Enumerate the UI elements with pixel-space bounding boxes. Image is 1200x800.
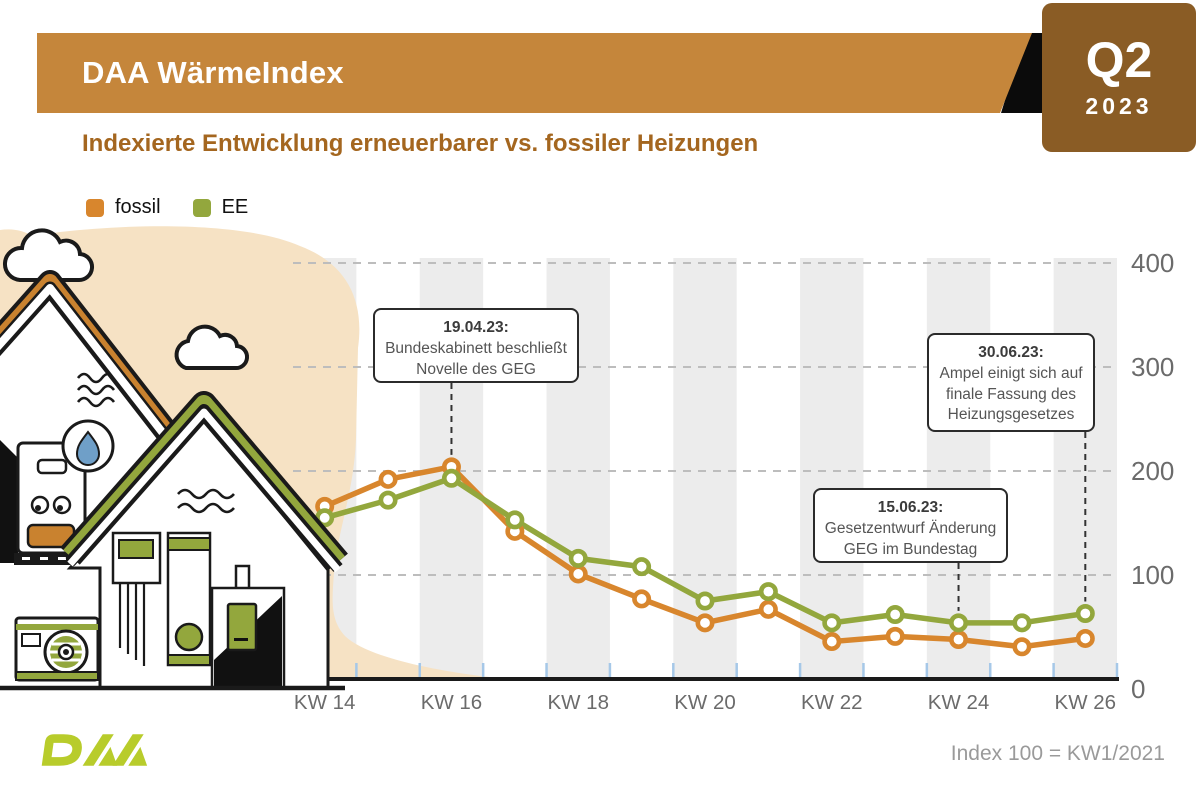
fossil-roof <box>0 270 225 504</box>
y-axis-label: 0 <box>1131 674 1145 704</box>
y-axis-label: 100 <box>1131 560 1174 590</box>
data-point-EE <box>695 591 715 611</box>
ee-swatch-icon <box>192 198 211 217</box>
legend-item-ee: EE <box>192 196 249 219</box>
house-ee-icon <box>60 391 348 690</box>
data-point-EE <box>885 605 905 625</box>
house-fossil-icon <box>0 270 225 690</box>
control-panel-icon <box>111 531 162 666</box>
flame-icon <box>61 419 115 473</box>
data-point-EE <box>1012 613 1032 633</box>
year-label: 2023 <box>1085 93 1153 119</box>
data-series <box>315 457 1095 657</box>
x-axis-label: KW 16 <box>421 691 483 714</box>
gas-boiler-icon <box>14 441 89 565</box>
annotation-date: 19.04.23: <box>443 319 509 336</box>
houses-illustration <box>0 228 348 691</box>
data-point-EE <box>441 468 461 488</box>
data-point-fossil <box>1012 637 1032 657</box>
data-point-fossil <box>758 599 778 619</box>
annotation-callout: 30.06.23: Ampel einigt sich auf finale Fas… <box>927 333 1095 432</box>
annotation-text: Bundeskabinett beschließt <box>385 339 567 357</box>
page-subtitle: Indexierte Entwicklung erneuerbarer vs. … <box>82 130 759 157</box>
data-point-EE <box>632 557 652 577</box>
index-base-note: Index 100 = KW1/2021 <box>950 742 1165 765</box>
x-axis-label: KW 20 <box>674 691 736 714</box>
chart-legend: fossil EE <box>86 196 248 219</box>
x-axis-label: KW 26 <box>1055 691 1117 714</box>
data-point-EE <box>505 510 525 530</box>
x-axis-label: KW 18 <box>547 691 609 714</box>
water-tank-icon <box>166 531 212 667</box>
y-axis-label: 200 <box>1131 456 1174 486</box>
data-point-EE <box>378 490 398 510</box>
cloud-icon <box>174 324 250 371</box>
cloud-icon <box>3 228 94 283</box>
annotation-date: 30.06.23: <box>978 344 1044 361</box>
quarter-badge: Q2 2023 <box>1042 3 1196 152</box>
quarter-label: Q2 <box>1085 32 1153 88</box>
y-axis-label: 300 <box>1131 352 1174 382</box>
data-point-fossil <box>378 469 398 489</box>
data-point-fossil <box>568 564 588 584</box>
data-point-fossil <box>949 629 969 649</box>
data-point-fossil <box>1075 628 1095 648</box>
data-point-fossil <box>632 589 652 609</box>
annotation-connectors <box>450 383 1087 611</box>
x-axis-label: KW 22 <box>801 691 863 714</box>
data-point-fossil <box>695 613 715 633</box>
y-axis-label: 400 <box>1131 248 1174 278</box>
daa-logo <box>41 734 148 766</box>
ee-roof <box>60 391 348 573</box>
annotation-callout: 19.04.23: Bundeskabinett beschließt Novell… <box>373 308 579 383</box>
fossil-swatch-icon <box>86 198 104 217</box>
page-title: DAA WärmeIndex <box>82 55 344 90</box>
annotation-text: Heizungsgesetzes <box>947 406 1075 424</box>
annotation-text: Novelle des GEG <box>416 360 536 378</box>
annotation-text: GEG im Bundestag <box>843 540 978 558</box>
annotation-date: 15.06.23: <box>877 499 944 516</box>
x-axis-label: KW 14 <box>294 691 356 714</box>
indoor-unit-icon <box>210 564 286 690</box>
axis-labels: 400 300 200 100 0 KW 14 KW 16 KW 18 KW 20 KW 22 KW… <box>294 248 1174 714</box>
heat-waves-icon <box>177 488 235 514</box>
data-point-EE <box>1075 603 1095 623</box>
legend-label: fossil <box>115 196 161 218</box>
annotation-text: finale Fassung des <box>945 385 1077 403</box>
data-point-fossil <box>885 626 905 646</box>
data-point-EE <box>822 613 842 633</box>
legend-item-fossil: fossil <box>86 196 161 219</box>
header-banner: DAA WärmeIndex <box>37 33 1032 113</box>
data-point-EE <box>568 548 588 568</box>
x-axis-label: KW 24 <box>928 691 990 714</box>
shadow-shape <box>0 440 18 563</box>
data-point-EE <box>949 613 969 633</box>
annotation-text: Ampel einigt sich auf <box>939 364 1083 382</box>
annotation-callout: 15.06.23: Gesetzentwurf Änderung GEG im Bu… <box>813 488 1008 563</box>
heat-pump-outdoor-unit-icon <box>14 616 100 682</box>
legend-label: EE <box>221 196 249 218</box>
annotation-text: Gesetzentwurf Änderung <box>824 519 997 537</box>
data-point-fossil <box>822 632 842 652</box>
data-point-EE <box>758 582 778 602</box>
